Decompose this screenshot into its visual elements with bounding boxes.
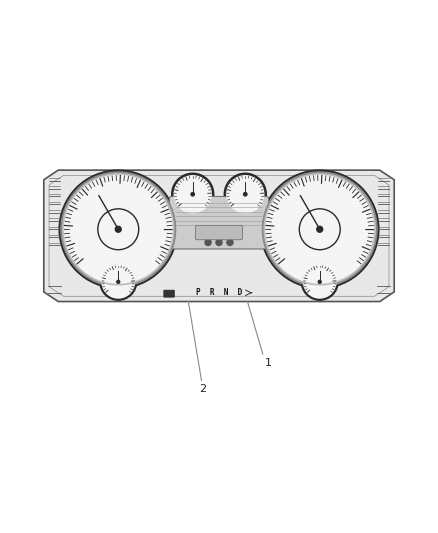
- Circle shape: [304, 265, 336, 298]
- Circle shape: [262, 172, 377, 287]
- Circle shape: [227, 239, 233, 246]
- Circle shape: [216, 239, 222, 246]
- FancyBboxPatch shape: [164, 290, 174, 297]
- Circle shape: [266, 175, 374, 283]
- Circle shape: [318, 280, 321, 284]
- Circle shape: [100, 263, 137, 300]
- Text: 1: 1: [265, 358, 272, 368]
- Circle shape: [205, 239, 211, 246]
- Text: 2: 2: [199, 384, 206, 394]
- Circle shape: [301, 263, 338, 300]
- Circle shape: [59, 170, 177, 288]
- FancyBboxPatch shape: [169, 197, 268, 249]
- Circle shape: [317, 227, 323, 232]
- Circle shape: [102, 265, 134, 298]
- Circle shape: [227, 176, 264, 213]
- Circle shape: [61, 172, 176, 287]
- Circle shape: [172, 173, 214, 215]
- Circle shape: [174, 176, 211, 213]
- Circle shape: [64, 175, 172, 283]
- Circle shape: [261, 170, 379, 288]
- Text: P  R  N  D: P R N D: [196, 288, 242, 297]
- Circle shape: [117, 280, 120, 284]
- Circle shape: [63, 174, 174, 285]
- Circle shape: [224, 173, 266, 215]
- Circle shape: [191, 192, 194, 196]
- FancyBboxPatch shape: [195, 225, 243, 240]
- Circle shape: [264, 174, 375, 285]
- Polygon shape: [44, 170, 394, 302]
- Circle shape: [244, 192, 247, 196]
- Circle shape: [115, 227, 121, 232]
